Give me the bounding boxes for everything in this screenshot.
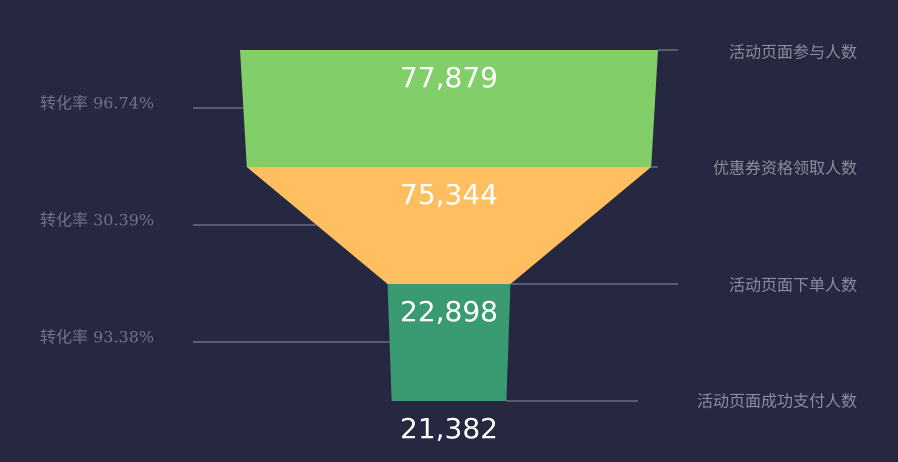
leader-lines [193, 49, 678, 402]
conversion-rate-1: 转化率 96.74% [40, 94, 154, 113]
funnel-segment-3 [387, 284, 511, 401]
funnel-segment-1 [240, 50, 658, 167]
conversion-rate-3: 转化率 93.38% [40, 328, 154, 347]
conversion-rate-2: 转化率 30.39% [40, 211, 154, 230]
stage-label-2: 优惠券资格领取人数 [713, 159, 857, 178]
funnel-segment-2 [246, 167, 652, 284]
value-label-3: 22,898 [400, 295, 498, 328]
stage-label-3: 活动页面下单人数 [729, 276, 857, 295]
funnel-segments [240, 50, 658, 401]
conversion-rate-labels: 转化率 96.74% 转化率 30.39% 转化率 93.38% [40, 94, 154, 347]
value-label-4: 21,382 [400, 412, 498, 445]
stage-label-4: 活动页面成功支付人数 [697, 392, 857, 411]
value-labels: 77,879 75,344 22,898 21,382 [400, 61, 498, 445]
value-label-2: 75,344 [400, 178, 498, 211]
stage-label-1: 活动页面参与人数 [729, 43, 857, 62]
value-label-1: 77,879 [400, 61, 498, 94]
